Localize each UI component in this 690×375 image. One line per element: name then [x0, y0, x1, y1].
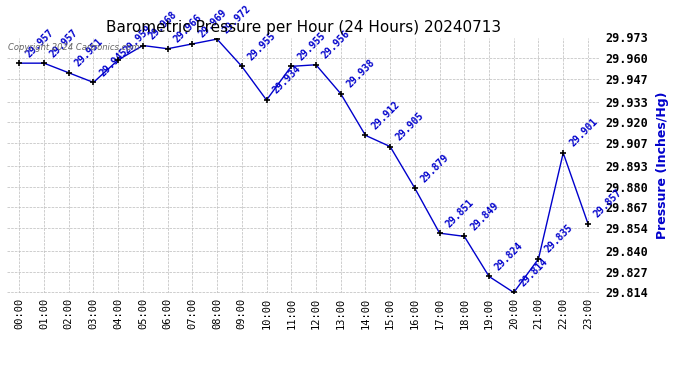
Text: 29.969: 29.969: [197, 8, 228, 40]
Text: 29.956: 29.956: [320, 28, 352, 61]
Text: 29.957: 29.957: [23, 27, 55, 59]
Text: 29.945: 29.945: [97, 46, 130, 78]
Text: 29.905: 29.905: [394, 110, 426, 142]
Text: 29.955: 29.955: [295, 30, 327, 62]
Text: 29.814: 29.814: [518, 256, 550, 288]
Title: Barometric Pressure per Hour (24 Hours) 20240713: Barometric Pressure per Hour (24 Hours) …: [106, 20, 501, 35]
Text: 29.968: 29.968: [147, 9, 179, 41]
Text: 29.901: 29.901: [567, 117, 600, 149]
Text: 29.966: 29.966: [172, 13, 204, 45]
Text: Copyright 2024 Cartronics.com: Copyright 2024 Cartronics.com: [8, 43, 139, 52]
Text: 29.912: 29.912: [370, 99, 402, 131]
Text: 29.959: 29.959: [122, 24, 155, 56]
Y-axis label: Pressure (Inches/Hg): Pressure (Inches/Hg): [656, 91, 669, 239]
Text: 29.857: 29.857: [592, 188, 624, 219]
Text: 29.879: 29.879: [419, 152, 451, 184]
Text: 29.851: 29.851: [444, 197, 475, 229]
Text: 29.957: 29.957: [48, 27, 80, 59]
Text: 29.824: 29.824: [493, 240, 525, 272]
Text: 29.934: 29.934: [270, 64, 303, 96]
Text: 29.849: 29.849: [469, 200, 500, 232]
Text: 29.955: 29.955: [246, 30, 278, 62]
Text: 29.938: 29.938: [345, 57, 377, 90]
Text: 29.951: 29.951: [73, 37, 105, 69]
Text: 29.835: 29.835: [542, 223, 575, 255]
Text: 29.972: 29.972: [221, 3, 253, 35]
